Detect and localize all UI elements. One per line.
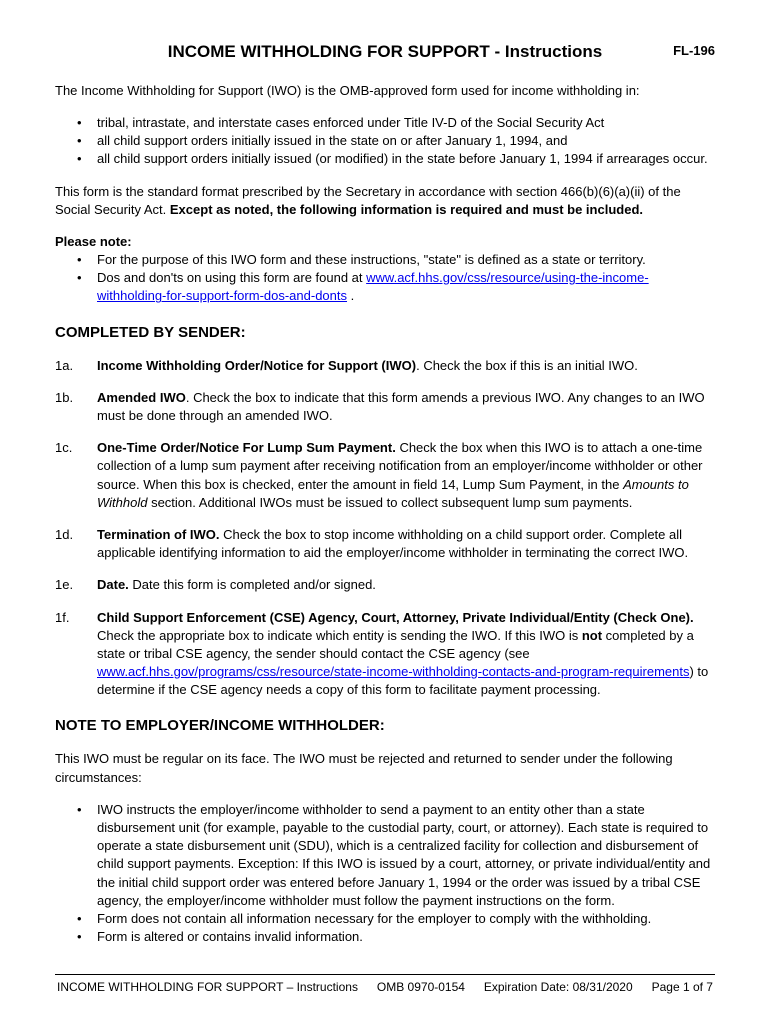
item-num: 1c. bbox=[55, 439, 97, 512]
please-note-bullet: For the purpose of this IWO form and the… bbox=[55, 251, 715, 269]
item-body: Child Support Enforcement (CSE) Agency, … bbox=[97, 609, 715, 700]
note-employer-heading: NOTE TO EMPLOYER/INCOME WITHHOLDER: bbox=[55, 715, 715, 736]
item-rest1: Check the appropriate box to indicate wh… bbox=[97, 628, 582, 643]
intro-lead: The Income Withholding for Support (IWO)… bbox=[55, 82, 715, 100]
intro-bullet: all child support orders initially issue… bbox=[55, 132, 715, 150]
item-num: 1e. bbox=[55, 576, 97, 594]
page-footer: INCOME WITHHOLDING FOR SUPPORT – Instruc… bbox=[55, 974, 715, 996]
please-note-label: Please note: bbox=[55, 233, 715, 251]
note-employer-lead: This IWO must be regular on its face. Th… bbox=[55, 750, 715, 786]
item-1a: 1a. Income Withholding Order/Notice for … bbox=[55, 357, 715, 375]
ne-bullet: IWO instructs the employer/income withho… bbox=[55, 801, 715, 910]
item-body: One-Time Order/Notice For Lump Sum Payme… bbox=[97, 439, 715, 512]
footer-page: Page 1 of 7 bbox=[652, 979, 713, 996]
item-not: not bbox=[582, 628, 602, 643]
item-1e: 1e. Date. Date this form is completed an… bbox=[55, 576, 715, 594]
item-bold: One-Time Order/Notice For Lump Sum Payme… bbox=[97, 440, 396, 455]
contacts-link[interactable]: www.acf.hhs.gov/programs/css/resource/st… bbox=[97, 664, 689, 679]
item-body: Income Withholding Order/Notice for Supp… bbox=[97, 357, 715, 375]
ne-bullet: Form is altered or contains invalid info… bbox=[55, 928, 715, 946]
standard-bold: Except as noted, the following informati… bbox=[170, 202, 643, 217]
please-note-list: For the purpose of this IWO form and the… bbox=[55, 251, 715, 306]
footer-rule bbox=[55, 974, 715, 975]
footer-center: OMB 0970-0154 bbox=[377, 979, 465, 996]
item-num: 1a. bbox=[55, 357, 97, 375]
standard-para: This form is the standard format prescri… bbox=[55, 183, 715, 219]
form-code: FL-196 bbox=[673, 42, 715, 60]
intro-bullets: tribal, intrastate, and interstate cases… bbox=[55, 114, 715, 169]
item-bold: Amended IWO bbox=[97, 390, 186, 405]
please-note-bullet: Dos and don'ts on using this form are fo… bbox=[55, 269, 715, 305]
footer-row: INCOME WITHHOLDING FOR SUPPORT – Instruc… bbox=[55, 979, 715, 996]
item-rest2: section. Additional IWOs must be issued … bbox=[147, 495, 632, 510]
item-bold: Termination of IWO. bbox=[97, 527, 220, 542]
item-num: 1b. bbox=[55, 389, 97, 425]
footer-right: Expiration Date: 08/31/2020 bbox=[484, 979, 633, 996]
item-1f: 1f. Child Support Enforcement (CSE) Agen… bbox=[55, 609, 715, 700]
item-bold: Child Support Enforcement (CSE) Agency, … bbox=[97, 610, 694, 625]
item-bold: Date. bbox=[97, 577, 129, 592]
intro-bullet: all child support orders initially issue… bbox=[55, 150, 715, 168]
note-employer-bullets: IWO instructs the employer/income withho… bbox=[55, 801, 715, 947]
item-rest: . Check the box to indicate that this fo… bbox=[97, 390, 705, 423]
item-num: 1d. bbox=[55, 526, 97, 562]
footer-left: INCOME WITHHOLDING FOR SUPPORT – Instruc… bbox=[57, 979, 358, 996]
item-1b: 1b. Amended IWO. Check the box to indica… bbox=[55, 389, 715, 425]
item-bold: Income Withholding Order/Notice for Supp… bbox=[97, 358, 416, 373]
ne-bullet: Form does not contain all information ne… bbox=[55, 910, 715, 928]
item-rest: . Check the box if this is an initial IW… bbox=[416, 358, 638, 373]
pn-b2-post: . bbox=[347, 288, 354, 303]
item-body: Amended IWO. Check the box to indicate t… bbox=[97, 389, 715, 425]
page-title: INCOME WITHHOLDING FOR SUPPORT - Instruc… bbox=[168, 40, 602, 64]
intro-bullet: tribal, intrastate, and interstate cases… bbox=[55, 114, 715, 132]
header-row: INCOME WITHHOLDING FOR SUPPORT - Instruc… bbox=[55, 40, 715, 64]
item-body: Date. Date this form is completed and/or… bbox=[97, 576, 715, 594]
item-rest: Date this form is completed and/or signe… bbox=[129, 577, 376, 592]
item-1d: 1d. Termination of IWO. Check the box to… bbox=[55, 526, 715, 562]
pn-b2-pre: Dos and don'ts on using this form are fo… bbox=[97, 270, 366, 285]
completed-by-heading: COMPLETED BY SENDER: bbox=[55, 322, 715, 343]
item-num: 1f. bbox=[55, 609, 97, 700]
item-1c: 1c. One-Time Order/Notice For Lump Sum P… bbox=[55, 439, 715, 512]
item-body: Termination of IWO. Check the box to sto… bbox=[97, 526, 715, 562]
